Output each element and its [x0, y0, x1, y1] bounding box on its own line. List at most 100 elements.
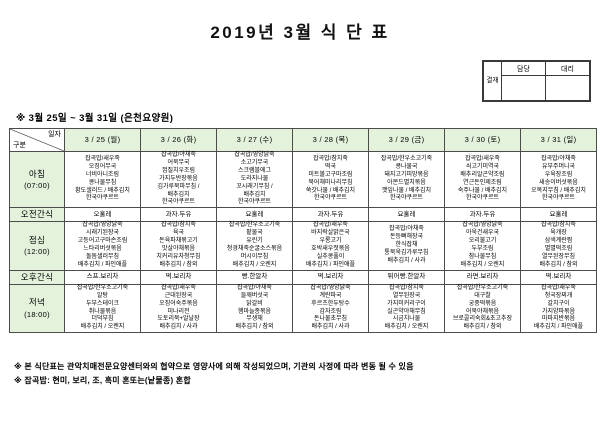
menu-cell: 잡곡밥/야채죽 돈등뼈해장국 한식잡채 통북욱김가루무침 배추김치 / 사과: [368, 221, 445, 271]
menu-item: 실곤약야채무침: [387, 308, 426, 315]
footnote-1: ※ 잡곡밥: 현미, 보리, 조, 흑미 혼또는(낱물종) 혼합: [14, 376, 191, 385]
menu-item: 닭갈비: [246, 300, 263, 307]
footnotes: ※ 본 식단표는 관악치매전문요양센터와의 협약으로 영양사에 의해 작성되었으…: [14, 360, 414, 388]
row-label-1: 오전간식: [9, 207, 65, 223]
menu-item: 김가루묵파무침 /: [157, 183, 200, 190]
table-row: 오후간식 스프.보리차 떡.보리차 빵.한알차 떡.보리차 튀어빵.한알차 라면.보리차 떡.…: [9, 269, 597, 285]
menu-cell: 요훌레: [520, 207, 597, 223]
approval-signature-cell-0[interactable]: [501, 75, 546, 101]
menu-item: 브로콜리숙회&초고추장: [452, 316, 513, 323]
menu-item: 과자.두유: [317, 210, 344, 218]
menu-item: 배추김치 / 파인애플: [77, 261, 128, 268]
menu-item: 취나물볶음: [88, 308, 117, 315]
menu-table-body: 아침 (07:00) 잡곡밥/새우죽 오징어무국 너비아니조림 콩나물무침 황도샐러드 / …: [9, 150, 597, 334]
menu-item: 잡곡밥/영양닭죽: [82, 222, 123, 229]
menu-item: 콩나물무침: [88, 179, 117, 186]
menu-item: 잡곡밥/새우죽: [541, 284, 576, 291]
menu-item: 감자조림: [319, 308, 342, 315]
menu-cell: 떡.보리차: [140, 269, 217, 285]
menu-item: 맛살야채볶음: [161, 246, 196, 253]
menu-item: 들깨버섯국: [240, 292, 269, 299]
day-header-6: 3 / 31 (일): [520, 128, 597, 152]
menu-item: 두부스테이크: [85, 300, 120, 307]
menu-cell: 잡곡밥/새우죽 쇠고기미역국 배추리알곤약조림 연근돈인제조림 숙주나물 / 배추김치 한…: [444, 150, 521, 209]
table-row: 저녁 (18:00) 잡곡밥/한우소고기죽 알탕 두부스테이크 취나물볶음 더덕부침 배추김치…: [9, 283, 597, 334]
row-label-3: 오후간식: [9, 269, 65, 285]
menu-item: 삼색계란찜: [544, 238, 573, 245]
menu-item: 라면.보리차: [466, 272, 499, 280]
menu-cell: 라면.보리차: [444, 269, 521, 285]
menu-cell: 잡곡밥/영양닭죽 아욱건새우국 오리불고기 두부조림 참나물무침 배추김치 / 오렌지: [444, 221, 521, 271]
menu-cell: 잡곡밥/야채죽 유부주머니국 우육장조림 새송이버섯볶음 오복지무침 / 배추김치 한국야…: [520, 150, 597, 209]
menu-item: 알탕: [96, 292, 109, 299]
corner-kind-label: 구분: [13, 141, 26, 149]
menu-item: 배추김치 / 오렌지: [460, 261, 505, 268]
menu-item: 오복지무침 / 배추김치: [531, 187, 586, 194]
menu-item: 소고기무국: [240, 159, 269, 166]
menu-item: 우롱고기: [319, 238, 342, 245]
menu-item: 잡곡밥/참치죽: [313, 155, 348, 162]
day-header-1: 3 / 26 (화): [140, 128, 217, 152]
menu-cell: 잡곡밥/야채죽 들깨버섯국 닭갈비 햄마늘종볶음 무생채 배추김치 / 참외: [216, 283, 293, 334]
menu-cell: 과자.두유: [292, 207, 369, 223]
menu-item: 갈치구이: [547, 300, 570, 307]
menu-cell: 튀어빵.한알차: [368, 269, 445, 285]
menu-item: 멸멸떡조림: [544, 246, 573, 253]
menu-item: 요훌레: [245, 210, 264, 218]
menu-cell: 잡곡밥/참치죽 떡국 미트볼고구마조림 북어채미나리무침 쑥갓나물 / 배추김치 한국야쿠…: [292, 150, 369, 209]
day-header-0: 3 / 25 (월): [64, 128, 141, 152]
corner-date-label: 일자: [48, 131, 61, 138]
menu-item: 떡.보리차: [317, 272, 344, 280]
menu-cell: 잡곡밥/새우죽 근대된장국 오징어숙주볶음 미나리전 도토리묵+알날장 배추김치 / 사과: [140, 283, 217, 334]
menu-item: 돌돔샐러무침: [85, 253, 120, 260]
day-header-5: 3 / 30 (토): [444, 128, 521, 152]
table-header-row: 일자 구분 3 / 25 (월) 3 / 26 (화) 3 / 27 (수) 3…: [9, 128, 597, 152]
menu-item: 배추김치 / 참외: [463, 324, 502, 331]
menu-item: 아몬드멸치볶음: [387, 179, 426, 186]
menu-item: 배추김치 / 오렌지: [384, 324, 429, 331]
row-label-4: 저녁 (18:00): [9, 283, 65, 334]
menu-item: 콩나물국: [395, 163, 418, 170]
menu-item: 튀어빵.한알차: [387, 272, 426, 280]
menu-item: 배추김치 / 오렌지: [80, 324, 125, 331]
menu-item: 한식잡채: [395, 242, 418, 249]
menu-cell: 잡곡밥/한우소고기죽 알탕 두부스테이크 취나물볶음 더덕부침 배추김치 / 오렌지: [64, 283, 141, 334]
table-row: 아침 (07:00) 잡곡밥/새우죽 오징어무국 너비아니조림 콩나물무침 황도샐러드 / …: [9, 150, 597, 209]
menu-item: 무생채: [246, 316, 263, 323]
menu-item: 한국야쿠르트: [161, 199, 196, 206]
menu-item: 근대된장국: [164, 292, 193, 299]
menu-item: 한국야쿠르트: [85, 195, 120, 202]
menu-item: 한국야쿠르트: [465, 195, 500, 202]
menu-item: 쇠고기미역국: [465, 163, 500, 170]
menu-item: 오징어무국: [88, 163, 117, 170]
menu-item: 육개장: [550, 230, 567, 237]
menu-item: 빵.한알차: [241, 272, 268, 280]
menu-item: 잡곡밥/한우소고기죽: [456, 284, 509, 291]
menu-item: 돼지고기피망볶음: [384, 171, 429, 178]
menu-cell: 잡곡밥/영양닭죽 계란파국 후르츠한두탕수 감자조림 돈나물초무침 배추김치 / 사과: [292, 283, 369, 334]
menu-item: 잡곡밥/야채죽: [237, 284, 272, 291]
menu-cell: 잡곡밥/한우소고기죽 팥물국 유린기 청경채죽순굴소스볶음 머시이무침 배추김치 / 오렌…: [216, 221, 293, 271]
menu-item: 육국: [172, 230, 185, 237]
menu-item: 잡곡밥/새우죽: [85, 155, 120, 162]
menu-item: 시래기된장국: [85, 230, 120, 237]
menu-item: 가지미커리구이: [387, 300, 426, 307]
approval-signature-cell-1[interactable]: [545, 75, 590, 101]
menu-item: 배추김치 / 사과: [159, 324, 198, 331]
menu-item: 꼬시래기무침 /: [236, 183, 273, 190]
menu-item: 오징어숙주볶음: [159, 300, 198, 307]
menu-item: 배추김치 / 참외: [159, 261, 198, 268]
menu-item: 한국야쿠르트: [541, 195, 576, 202]
menu-cell: 오훌레: [64, 207, 141, 223]
menu-item: 잡곡밥/참치죽: [161, 222, 196, 229]
menu-item: 잡곡밥/야채죽: [389, 226, 424, 233]
row-label-text: 저녁: [28, 297, 46, 308]
menu-item: 잡곡밥/새우죽: [161, 284, 196, 291]
menu-item: 열무된장국: [392, 292, 421, 299]
menu-cell: 잡곡밥/한우소고기죽 콩나물국 돼지고기피망볶음 아몬드멸치볶음 깻잎나물 / 배추김치…: [368, 150, 445, 209]
menu-item: 한국야쿠르트: [389, 195, 424, 202]
menu-item: 요훌레: [397, 210, 416, 218]
menu-item: 잡곡밥/영양닭죽: [462, 222, 503, 229]
menu-item: 돈나물초무침: [313, 316, 348, 323]
